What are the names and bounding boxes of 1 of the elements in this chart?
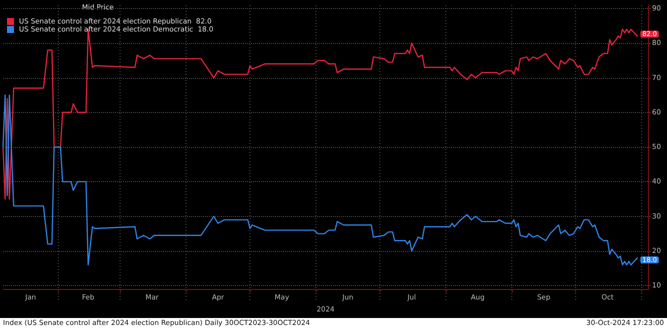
line-series <box>2 94 638 266</box>
